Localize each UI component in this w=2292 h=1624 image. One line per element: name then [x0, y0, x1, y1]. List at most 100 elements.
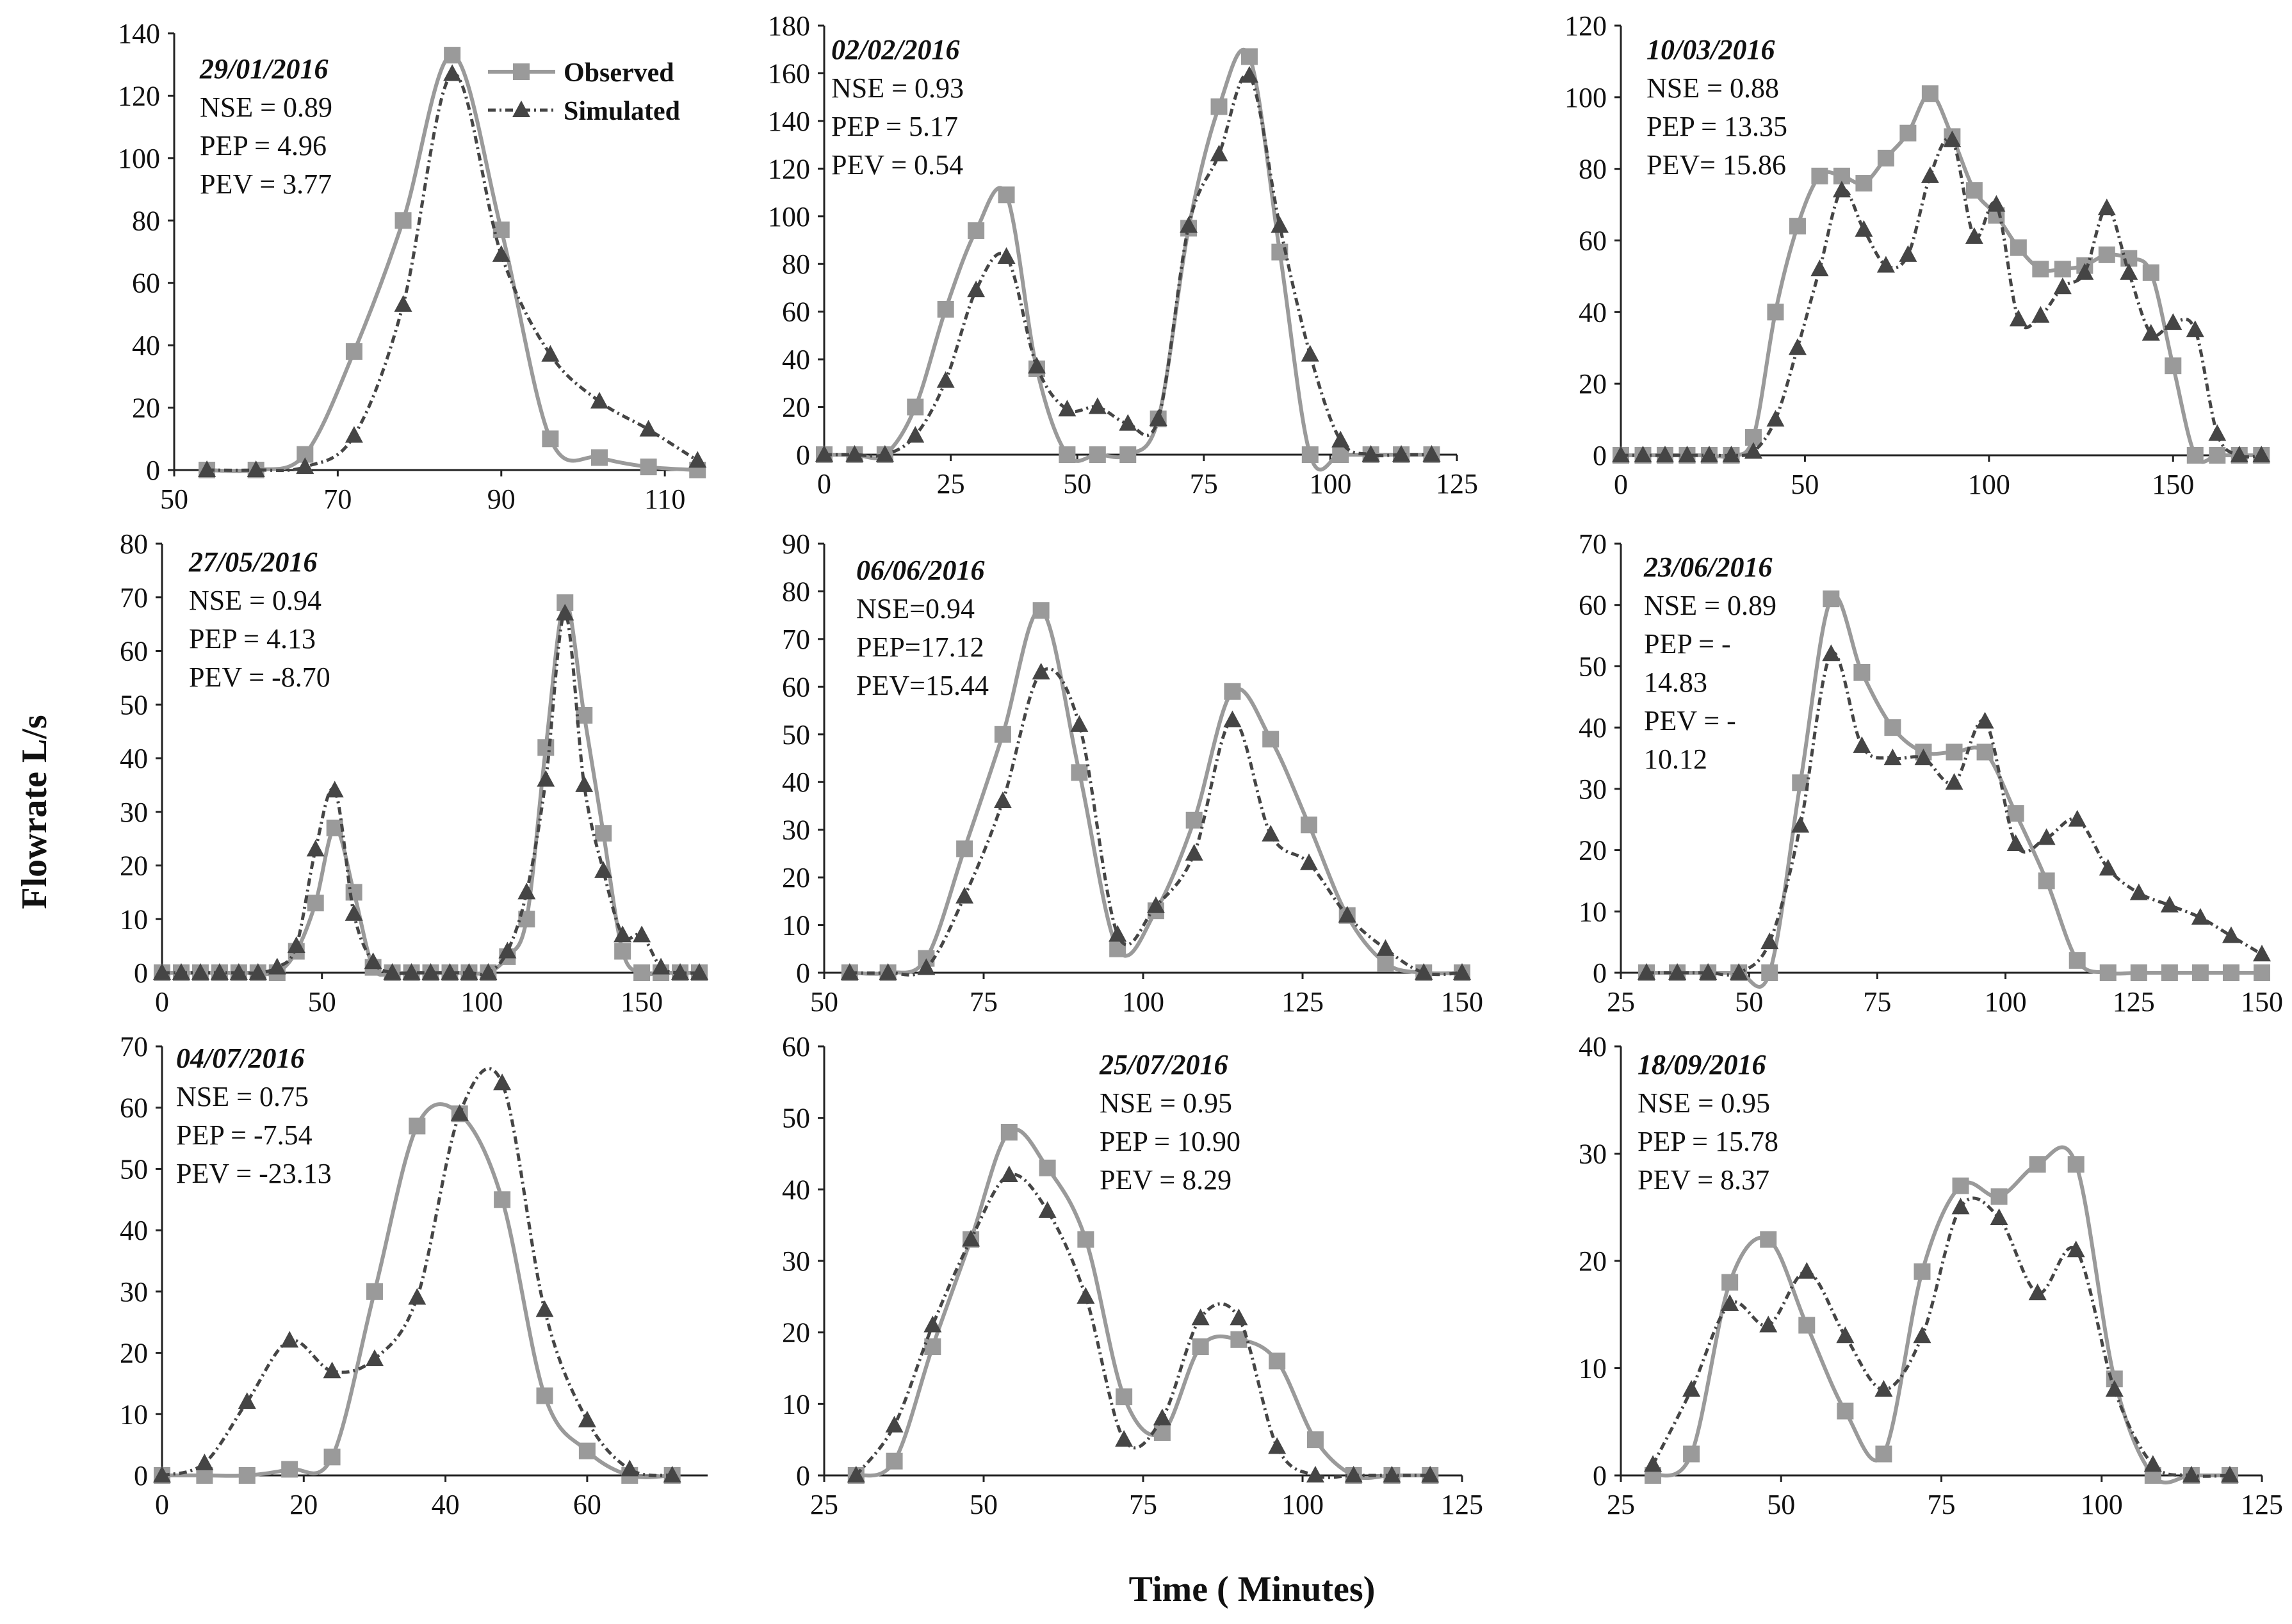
y-tick-label: 60	[120, 636, 148, 667]
observed-point	[2099, 964, 2117, 981]
x-tick-label: 50	[810, 986, 838, 1018]
simulated-point	[383, 963, 402, 980]
panel-9: 0 10 20 30 40 25 50 75 100 125 18/09/2016 NSE = 0.9…	[1579, 1031, 2283, 1520]
simulated-point	[1699, 963, 1718, 980]
simulated-point	[1965, 227, 1983, 244]
simulated-point	[210, 963, 229, 980]
simulated-point	[997, 247, 1016, 264]
observed-point	[1855, 175, 1873, 192]
simulated-point	[1883, 749, 1902, 765]
observed-point	[1059, 446, 1076, 463]
panel-date: 23/06/2016	[1643, 551, 1772, 583]
panel-stat: NSE=0.94	[856, 593, 975, 624]
observed-point	[1262, 731, 1280, 748]
simulated-point	[1262, 825, 1280, 842]
simulated-point	[323, 1361, 341, 1379]
observed-point	[1811, 167, 1828, 184]
y-tick-label: 80	[782, 576, 810, 607]
y-tick-label: 30	[120, 797, 148, 828]
observed-point	[1767, 304, 1784, 321]
observed-point	[1032, 602, 1050, 619]
y-tick-label: 70	[1579, 528, 1607, 560]
legend-simulated-marker	[512, 101, 530, 117]
y-tick-label: 140	[118, 18, 160, 49]
x-tick-label: 100	[1309, 468, 1351, 499]
x-tick-label: 125	[1281, 986, 1324, 1018]
observed-point	[2130, 964, 2147, 981]
x-tick-label: 75	[1190, 468, 1218, 499]
x-tick-label: 100	[2081, 1489, 2123, 1520]
simulated-point	[671, 963, 690, 980]
x-tick-label: 60	[573, 1489, 601, 1520]
simulated-point	[688, 451, 707, 468]
simulated-point	[590, 391, 608, 409]
simulated-point	[1943, 130, 1962, 147]
simulated-point	[365, 1349, 384, 1367]
simulated-point	[917, 958, 936, 975]
simulated-point	[1119, 414, 1137, 431]
simulated-point	[1331, 430, 1350, 448]
simulated-point	[2160, 895, 2179, 913]
observed-point	[1946, 743, 1963, 761]
simulated-point	[1077, 1287, 1095, 1304]
simulated-point	[1146, 896, 1165, 913]
simulated-point	[1032, 663, 1050, 679]
x-tick-label: 50	[1735, 986, 1763, 1018]
observed-point	[1089, 446, 1106, 463]
observed-point	[1921, 85, 1938, 102]
simulated-point	[443, 64, 462, 81]
y-tick-label: 30	[782, 815, 810, 846]
x-tick-label: 25	[810, 1489, 838, 1520]
simulated-point	[2067, 1240, 2085, 1258]
simulated-point	[1668, 963, 1687, 980]
x-tick-label: 100	[1985, 986, 2027, 1018]
x-tick-label: 100	[1968, 469, 2010, 500]
legend-observed-label: Observed	[564, 58, 674, 88]
x-tick-label: 125	[1441, 1489, 1483, 1520]
observed-point	[1077, 1231, 1094, 1248]
observed-point	[595, 825, 612, 842]
simulated-point	[537, 770, 555, 787]
y-tick-label: 30	[1579, 1139, 1607, 1170]
x-tick-label: 0	[155, 986, 169, 1018]
observed-point	[2161, 964, 2178, 981]
simulated-point	[1655, 446, 1674, 462]
simulated-point	[1945, 773, 1963, 790]
panel-6: 0 10 20 30 40 50 60 70 25 50 75 100 125 150 23/06/2016…	[1579, 528, 2283, 1018]
panel-stat: PEV = -8.70	[189, 662, 330, 693]
observed-point	[326, 819, 343, 836]
x-tick-label: 20	[289, 1489, 318, 1520]
simulated-point	[198, 460, 216, 477]
simulated-point	[1914, 749, 1933, 765]
observed-point	[1899, 124, 1917, 142]
panel-stat: PEP = 10.90	[1100, 1126, 1240, 1157]
y-tick-label: 60	[1579, 225, 1607, 257]
y-tick-label: 120	[1565, 10, 1607, 42]
panel-stat: 14.83	[1644, 667, 1707, 698]
x-tick-label: 70	[323, 483, 352, 515]
simulated-point	[2028, 1283, 2047, 1301]
observed-point	[2029, 1156, 2046, 1173]
simulated-point	[1223, 710, 1242, 727]
x-tick-label: 150	[2152, 469, 2194, 500]
simulated-point	[1987, 195, 2006, 212]
y-tick-label: 40	[1579, 296, 1607, 328]
simulated-point	[967, 280, 986, 298]
panel-7: 0 10 20 30 40 50 60 70 0 20 40 60 04/07/2016 NSE = 0.…	[120, 1031, 708, 1520]
simulated-point	[1185, 843, 1203, 861]
observed-point	[2068, 952, 2086, 969]
panel-stat: PEP = 13.35	[1646, 111, 1787, 142]
simulated-point	[906, 426, 925, 443]
simulated-point	[1038, 1201, 1057, 1218]
observed-point	[1760, 1231, 1777, 1248]
simulated-point	[1180, 216, 1198, 233]
observed-point	[2054, 261, 2071, 278]
simulated-point	[1990, 1208, 2008, 1225]
panel-date: 25/07/2016	[1099, 1049, 1228, 1080]
legend-simulated-label: Simulated	[564, 97, 680, 126]
y-tick-label: 10	[1579, 896, 1607, 927]
x-tick-label: 40	[432, 1489, 460, 1520]
simulated-point	[498, 941, 517, 959]
simulated-series-line	[1651, 1196, 2230, 1478]
x-tick-label: 110	[644, 483, 685, 515]
